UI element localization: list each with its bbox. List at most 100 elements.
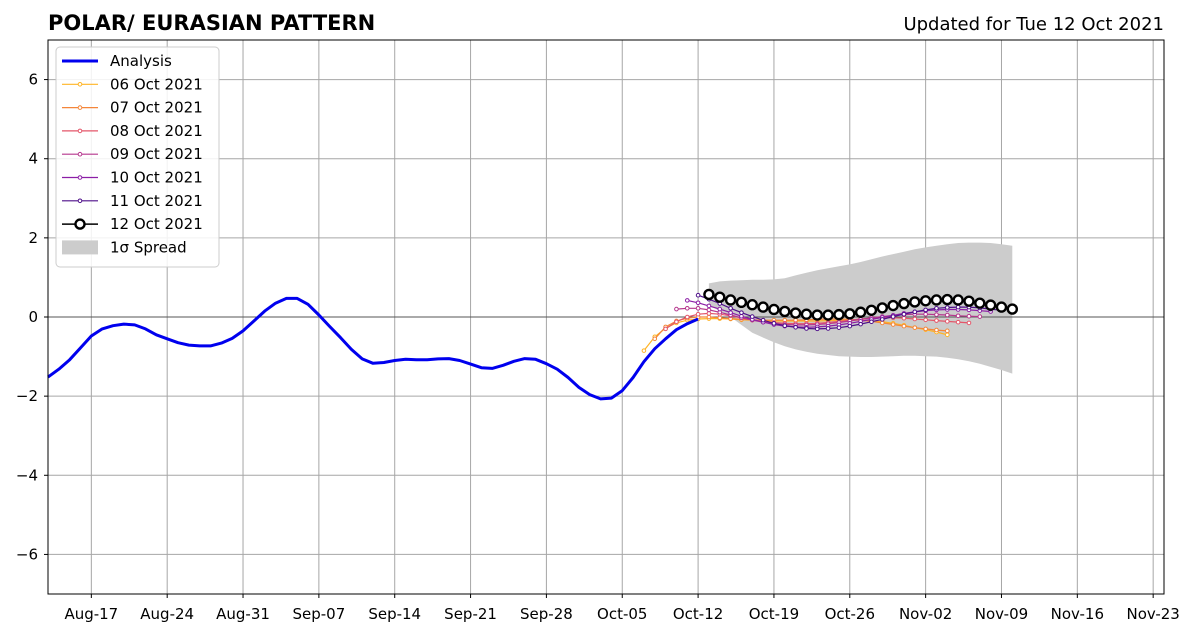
forecast-point	[974, 297, 986, 309]
forecast-point	[858, 321, 863, 327]
legend-label: 12 Oct 2021	[110, 215, 203, 233]
legend-item: 06 Oct 2021	[62, 75, 203, 93]
legend-label: 06 Oct 2021	[110, 75, 203, 93]
legend-marker	[77, 82, 83, 87]
forecast-point	[760, 317, 766, 323]
forecast-point	[941, 293, 954, 306]
forecast-point	[923, 326, 928, 332]
forecast-point	[966, 313, 972, 319]
forecast-point	[930, 294, 943, 306]
y-tick-label: 4	[28, 150, 38, 168]
forecast-point	[695, 305, 701, 311]
forecast-point	[695, 292, 701, 298]
forecast-point	[703, 288, 715, 301]
forecast-point	[890, 314, 896, 319]
forecast-point	[735, 296, 748, 309]
forecast-point	[909, 296, 921, 308]
x-axis: Aug-17 Aug-24 Aug-31 Sep-07 Sep-14 Sep-21 Sep-…	[64, 594, 1180, 623]
analysis-line	[47, 296, 699, 401]
forecast-point	[833, 308, 845, 321]
forecast-point	[865, 304, 878, 316]
forecast-point	[804, 326, 809, 331]
legend-box	[55, 46, 220, 268]
chart-subtitle: Updated for Tue 12 Oct 2021	[903, 14, 1164, 35]
y-tick-label: 0	[28, 308, 38, 326]
forecast-point	[739, 313, 744, 319]
legend-marker	[77, 175, 83, 180]
x-tick-label: Oct-05	[597, 605, 647, 623]
forecast-point	[901, 315, 907, 321]
forecast-point	[746, 299, 758, 311]
legend-item: 11 Oct 2021	[62, 192, 203, 210]
forecast-point	[836, 325, 842, 330]
legend-label: 11 Oct 2021	[110, 192, 203, 210]
forecast-point	[771, 321, 777, 326]
y-tick-label: −4	[16, 466, 38, 484]
forecast-point	[641, 348, 647, 353]
legend-item: 10 Oct 2021	[62, 169, 203, 187]
forecast-point	[717, 315, 723, 321]
forecast-point	[684, 298, 690, 303]
forecast-point	[684, 305, 690, 311]
legend-item: 12 Oct 2021	[62, 215, 203, 233]
x-tick-label: Aug-31	[216, 605, 270, 623]
forecast-point	[945, 305, 950, 310]
forecast-point	[793, 317, 798, 323]
forecast-point	[789, 307, 802, 319]
forecast-point	[847, 323, 853, 329]
legend: Analysis 06 Oct 2021 07 Oct 2021 08 Oct 202…	[55, 46, 220, 268]
forecast-point	[923, 311, 928, 317]
analysis-series-group	[47, 296, 699, 401]
x-tick-label: Oct-19	[749, 605, 799, 623]
forecast-series	[695, 292, 1004, 332]
forecast-point	[800, 308, 813, 320]
x-tick-label: Nov-16	[1051, 605, 1104, 623]
legend-item: 09 Oct 2021	[62, 145, 203, 163]
y-tick-label: 6	[28, 71, 38, 89]
forecast-point	[901, 311, 907, 317]
forecast-point	[739, 310, 744, 315]
forecast-point	[714, 291, 726, 303]
forecast-point	[793, 324, 798, 330]
forecast-point	[945, 332, 950, 338]
forecast-point	[879, 320, 885, 326]
legend-item: 07 Oct 2021	[62, 99, 203, 117]
forecast-point	[887, 299, 899, 312]
forecast-point	[934, 327, 939, 333]
legend-label: 08 Oct 2021	[110, 122, 203, 140]
legend-label: 07 Oct 2021	[110, 99, 203, 117]
forecast-point	[695, 311, 701, 317]
forecast-point	[706, 307, 712, 313]
forecast-point	[779, 305, 791, 318]
forecast-point	[945, 312, 950, 318]
forecast-point	[912, 316, 918, 322]
forecast-point	[811, 309, 823, 321]
forecast-point	[706, 311, 712, 316]
forecast-point	[724, 294, 737, 306]
forecast-point	[898, 297, 910, 310]
forecast-point	[923, 307, 928, 313]
x-tick-label: Sep-14	[368, 605, 421, 623]
forecast-point	[912, 325, 918, 330]
legend-marker	[74, 218, 86, 230]
legend-marker	[77, 198, 83, 204]
forecast-point	[934, 305, 939, 311]
forecast-point	[854, 306, 867, 318]
forecast-line	[654, 316, 948, 340]
legend-item: 08 Oct 2021	[62, 122, 203, 140]
legend-label: 09 Oct 2021	[110, 145, 203, 163]
forecast-point	[934, 318, 939, 323]
y-axis: 6 4 2 0 −2 −4 −6	[16, 71, 48, 563]
forecast-point	[890, 322, 896, 327]
legend-item: 1σ Spread	[62, 238, 187, 256]
forecast-point	[977, 314, 983, 319]
x-tick-label: Oct-26	[825, 605, 875, 623]
y-tick-label: −6	[16, 545, 38, 563]
forecast-point	[814, 326, 820, 332]
forecast-point	[695, 300, 701, 306]
forecast-point	[923, 317, 928, 323]
x-tick-label: Aug-17	[64, 605, 118, 623]
forecast-point	[955, 304, 961, 310]
forecast-point	[952, 294, 964, 306]
